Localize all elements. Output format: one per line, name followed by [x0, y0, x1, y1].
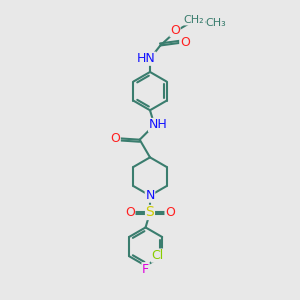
Text: HN: HN: [137, 52, 156, 65]
Text: O: O: [125, 206, 135, 219]
Text: Cl: Cl: [152, 249, 164, 262]
Text: O: O: [165, 206, 175, 219]
Text: CH₂: CH₂: [184, 15, 205, 25]
Text: O: O: [110, 132, 120, 145]
Text: N: N: [145, 189, 155, 202]
Text: S: S: [146, 206, 154, 219]
Text: O: O: [180, 36, 190, 49]
Text: O: O: [170, 24, 180, 37]
Text: CH₃: CH₃: [206, 18, 226, 28]
Text: F: F: [142, 263, 149, 276]
Text: NH: NH: [148, 118, 167, 131]
